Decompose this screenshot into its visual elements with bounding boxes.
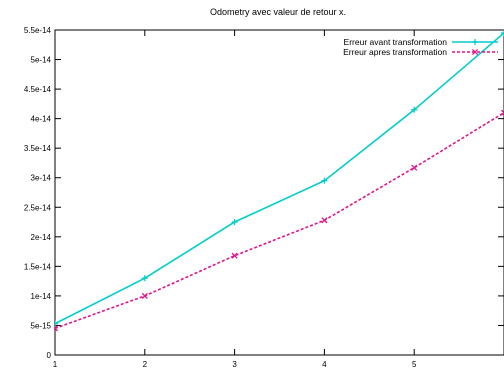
data-point-cross (471, 48, 479, 56)
y-tick-label: 4.5e-14 (24, 85, 52, 94)
y-tick-label: 0 (47, 351, 52, 360)
data-point-cross (231, 252, 238, 259)
x-tick-label: 5 (412, 360, 417, 369)
y-tick-label: 4e-14 (31, 115, 52, 124)
data-point-plus (55, 320, 58, 327)
data-point-cross (141, 292, 148, 299)
x-tick-label: 2 (143, 360, 148, 369)
data-point-cross (55, 325, 59, 332)
legend-label: Erreur avant transformation (344, 37, 448, 47)
y-tick-label: 5e-15 (31, 321, 52, 330)
series-layer (55, 30, 504, 332)
data-point-cross (500, 109, 504, 116)
y-axis: 0 5e-15 1e-14 1.5e-14 2e-14 2.5e-14 3e-14 3.5e-… (24, 26, 504, 360)
x-axis: 1 2 3 4 5 (53, 30, 417, 369)
chart-title: Odometry avec valeur de retour x. (210, 7, 346, 17)
series-line (55, 32, 504, 325)
data-point-plus (501, 30, 504, 36)
data-point-cross (411, 164, 418, 171)
y-tick-label: 3.5e-14 (24, 144, 52, 153)
plot-frame (54, 29, 504, 356)
x-tick-label: 1 (53, 360, 58, 369)
data-point-plus (141, 275, 148, 282)
data-point-plus (411, 106, 418, 113)
x-tick-label: 3 (232, 360, 237, 369)
series-1 (55, 30, 504, 327)
series-2 (55, 109, 504, 332)
y-tick-label: 1e-14 (31, 292, 52, 301)
data-point-plus (231, 219, 238, 226)
data-point-plus (321, 177, 328, 184)
data-point-plus (472, 39, 478, 45)
y-tick-label: 2e-14 (31, 233, 52, 242)
y-tick-label: 2.5e-14 (24, 203, 52, 212)
y-tick-label: 5.5e-14 (24, 26, 52, 35)
data-point-cross (321, 217, 328, 224)
y-tick-label: 1.5e-14 (24, 262, 52, 271)
y-tick-label: 5e-14 (31, 56, 52, 65)
y-tick-label: 3e-14 (31, 174, 52, 183)
x-tick-label: 4 (322, 360, 327, 369)
legend-label: Erreur apres transformation (343, 47, 447, 57)
series-line (55, 112, 504, 330)
